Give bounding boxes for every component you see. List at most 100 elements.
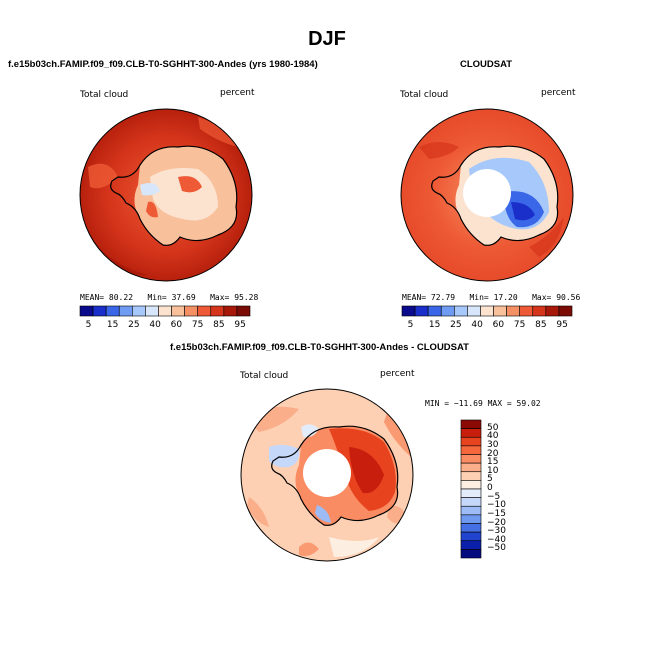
panel3-colorbar-tick: −10 <box>487 500 506 511</box>
panel1-colorbar-tick: 60 <box>170 320 183 330</box>
panel3-colorbar-cell <box>460 531 482 542</box>
panel2-colorbar-tick: 15 <box>428 320 441 330</box>
panel2-ocean-patch <box>529 217 564 257</box>
panel2-colorbar <box>401 305 573 317</box>
panel3-colorbar-cell <box>460 488 482 498</box>
panel1-colorbar-tick: 5 <box>85 320 92 330</box>
panel1-ocean-patch <box>198 117 238 147</box>
panel3-colorbar-cell <box>460 436 482 447</box>
panel1-colorbar-cell <box>118 305 133 317</box>
panel3-colorbar-tick: −15 <box>487 508 506 519</box>
panel2-title: CLOUDSAT <box>460 59 513 70</box>
panel2-mean: 72.79 <box>430 293 456 302</box>
panel3-coastline <box>271 425 399 526</box>
panel2-colorbar-cell <box>427 305 442 317</box>
panel2-colorbar-tick: 40 <box>471 320 483 330</box>
panel3-map <box>240 388 414 562</box>
panel3-colorbar-cell <box>460 454 482 464</box>
panel3-colorbar-tick: 10 <box>487 465 499 476</box>
panel1-colorbar-cell <box>79 305 94 317</box>
panel3-colorbar-cell <box>460 549 482 559</box>
panel3-colorbar-cell <box>460 523 482 533</box>
panel3-colorbar-tick: 50 <box>487 422 499 433</box>
panel3-colorbar-tick: 15 <box>487 457 499 468</box>
panel1-colorbar-cell <box>105 305 120 317</box>
panel2-min: 17.20 <box>493 293 518 302</box>
panel3-polar-gap <box>303 449 351 497</box>
panel3-colorbar-cell <box>460 419 482 429</box>
panel3-map-border <box>240 388 414 562</box>
panel3-colorbar-cell <box>460 497 482 507</box>
panel2-colorbar-ticks: 5 15 25 40 60 75 85 95 <box>402 320 572 332</box>
panel1-coastline <box>110 145 238 246</box>
panel1-colorbar-tick: 40 <box>149 320 161 330</box>
panel2-colorbar-cell <box>558 305 573 317</box>
panel3-colorbar-tick: −50 <box>487 543 506 554</box>
panel3-blue-patch <box>315 505 331 523</box>
panel1-colorbar-cell <box>158 305 172 317</box>
panel1-title: f.e15b03ch.FAMIP.f09_f09.CLB-T0-SGHHT-30… <box>8 59 318 70</box>
panel3-ocean-patch <box>329 537 379 557</box>
panel3-colorbar-tick: −40 <box>487 534 506 545</box>
panel1-colorbar <box>79 305 251 317</box>
panel3-colorbar-tick: 20 <box>487 448 499 459</box>
panel3-colorbar-cell <box>460 462 482 473</box>
panel2-colorbar-tick: 95 <box>556 320 568 330</box>
panel1-stats: MEAN= 80.22 Min= 37.69 Max= 95.28 <box>80 293 259 302</box>
panel2-colorbar-tick: 25 <box>450 320 462 330</box>
panel1-colorbar-tick: 85 <box>213 320 225 330</box>
panel1-colorbar-cell <box>92 305 107 317</box>
panel3-colorbar-cell <box>460 480 482 490</box>
panel1-blue-patch <box>140 183 160 196</box>
panel1-units: percent <box>220 88 255 98</box>
panel1-high-patch <box>178 176 202 193</box>
panel2-colorbar-cell <box>467 305 481 317</box>
panel2-colorbar-tick: 5 <box>407 320 414 330</box>
panel2-colorbar-cell <box>532 305 547 317</box>
panel1-colorbar-cell <box>197 305 212 317</box>
panel2-colorbar-tick: 75 <box>513 320 526 330</box>
panel1-interior-light <box>150 168 218 221</box>
panel1-colorbar-cell <box>184 305 198 317</box>
panel2-colorbar-cell <box>454 305 468 317</box>
panel1-colorbar-cell <box>236 305 251 317</box>
panel3-colorbar-tick: 0 <box>487 483 493 493</box>
panel2-var-label: Total cloud <box>400 90 449 100</box>
panel1-colorbar-cell <box>223 305 238 317</box>
panel2-colorbar-cell <box>519 305 534 317</box>
panel3-colorbar-tick: 30 <box>487 439 499 450</box>
panel3-minmax: MIN = −11.69 MAX = 59.02 <box>425 399 541 408</box>
panel3-title: f.e15b03ch.FAMIP.f09_f09.CLB-T0-SGHHT-30… <box>170 342 469 353</box>
panel2-colorbar-cell <box>506 305 520 317</box>
panel2-colorbar-cell <box>493 305 507 317</box>
panel3-colorbar-ticks: 50 40 30 20 15 10 5 0 −5 −10 −15 −20 −30 −40 −50 <box>487 420 527 560</box>
panel2-colorbar-cell <box>440 305 455 317</box>
panel2-map-border <box>400 108 574 282</box>
panel3-colorbar-cell <box>460 445 482 455</box>
panel3-colorbar-cell <box>460 540 482 550</box>
panel3-colorbar-tick: 40 <box>487 431 499 442</box>
panel1-colorbar-ticks: 5 15 25 40 60 75 85 95 <box>80 320 250 332</box>
panel3-colorbar-tick: −30 <box>487 526 506 537</box>
panel2-max: 90.56 <box>556 293 581 302</box>
panel1-min: 37.69 <box>171 293 196 302</box>
panel2-colorbar-cell <box>480 305 494 317</box>
panel3-blue-patch <box>301 424 319 438</box>
season-title: DJF <box>308 28 346 50</box>
panel3-blue-patch <box>269 444 300 468</box>
panel3-ocean-patch <box>247 497 269 527</box>
panel3-colorbar-cell <box>460 428 482 438</box>
panel3-ocean-patch <box>299 542 319 557</box>
panel2-map <box>400 108 574 282</box>
panel1-colorbar-cell <box>145 305 159 317</box>
panel1-colorbar-cell <box>132 305 146 317</box>
panel3-var-label: Total cloud <box>240 371 289 381</box>
panel1-mean: 80.22 <box>108 293 134 302</box>
panel3-colorbar-cell <box>460 471 482 481</box>
panel1-max: 95.28 <box>234 293 259 302</box>
panel2-colorbar-cell <box>414 305 429 317</box>
panel2-polar-gap <box>463 169 511 217</box>
panel2-colorbar-tick: 85 <box>535 320 547 330</box>
panel3-colorbar-cell <box>460 514 482 524</box>
panel3-colorbar-cell <box>460 505 482 516</box>
